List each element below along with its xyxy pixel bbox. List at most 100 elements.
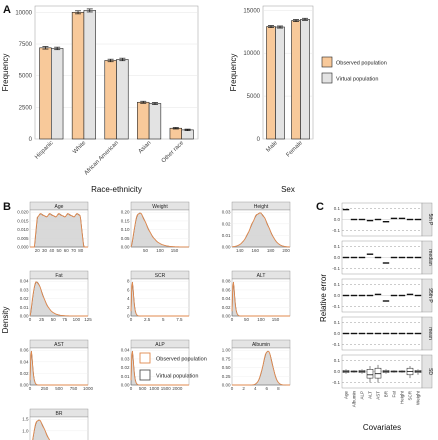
x-tick-label: 2000 <box>172 386 183 391</box>
observed-density-line <box>232 350 290 386</box>
y-tick-label: 0.06 <box>222 287 231 292</box>
y-tick-label: 0.00 <box>222 314 231 319</box>
panel-letter: C <box>316 201 324 213</box>
x-tick-label: African American <box>84 140 120 176</box>
x-tick-label: 140 <box>236 248 244 253</box>
x-tick-label: Weight <box>416 390 421 405</box>
observed-density-line <box>231 212 291 248</box>
observed-density-line <box>30 212 88 248</box>
legend-swatch <box>139 352 151 364</box>
y-tick-label: 5000 <box>247 94 261 100</box>
x-tick-label: Fat <box>392 390 397 397</box>
y-tick-label: 6 <box>127 287 130 292</box>
legend-swatch <box>321 72 333 84</box>
legend-label: Virtual population <box>156 374 198 380</box>
y-tick-label: 0.0 <box>334 293 341 298</box>
y-tick-label: 0.15 <box>121 218 130 223</box>
y-tick-label: 0.03 <box>222 210 231 215</box>
box <box>366 369 374 379</box>
y-tick-label: 0.08 <box>222 279 231 284</box>
x-tick-label: 20 <box>35 248 41 253</box>
x-tick-label: 200 <box>282 248 290 253</box>
y-tick-label: 15000 <box>243 8 260 14</box>
panel-strip-label: SD <box>427 368 433 375</box>
y-axis-title: Frequency <box>229 54 238 92</box>
density-panel-height: Height 0.00 0.01 0.02 0.03 140 160 180 200 <box>222 201 291 253</box>
x-tick-label: 40 <box>49 248 55 253</box>
observed-density-line <box>231 282 290 317</box>
x-tick-label: 8 <box>277 386 280 391</box>
bar <box>300 18 310 140</box>
legend-swatch <box>321 56 333 68</box>
x-tick-label: Female <box>286 140 305 159</box>
y-tick-label: 2 <box>127 305 130 310</box>
x-axis-title: Race-ethnicity <box>91 185 142 194</box>
x-tick-label: White <box>72 140 88 156</box>
panel-strip-label: AST <box>54 342 64 348</box>
virtual-density-area <box>30 213 88 248</box>
y-tick-label: 0.01 <box>20 305 29 310</box>
x-tick-label: 250 <box>41 386 49 391</box>
panel-strip-label: ALP <box>155 342 165 348</box>
y-tick-label: 0.0 <box>334 331 341 336</box>
x-tick-label: 80 <box>78 248 84 253</box>
y-tick-label: 10000 <box>243 51 260 57</box>
bar <box>291 20 301 140</box>
y-tick-label: 0.04 <box>20 279 29 284</box>
x-tick-label: 0 <box>130 317 133 322</box>
y-tick-label: 0.05 <box>121 236 130 241</box>
x-tick-label: Hispanic <box>34 140 55 161</box>
panel-strip-label: Albumin <box>252 342 270 348</box>
error-row-sd: SD -0.1 0.0 0.1 Age Albumin ALP ALT AST BR Fat Heig… <box>332 354 433 407</box>
y-tick-label: 0.25 <box>222 374 231 379</box>
bar <box>83 10 96 140</box>
y-tick-label: -0.1 <box>332 266 340 271</box>
density-panel-alp: ALP 0.00 0.01 0.02 0.03 0.04 0 500 1000 1500 2000 <box>121 339 190 391</box>
plot-area <box>29 347 89 386</box>
error-row-95th-p: 95th P -0.1 0.0 0.1 <box>332 278 433 313</box>
x-tick-label: 1500 <box>161 386 172 391</box>
y-tick-label: -0.1 <box>332 342 340 347</box>
density-panel-weight: Weight 0.00 0.05 0.10 0.15 0.20 50 100 150 <box>121 201 190 253</box>
x-tick-label: Asian <box>138 140 153 155</box>
x-tick-label: BR <box>384 390 389 397</box>
observed-density-line <box>29 281 88 317</box>
panel-strip-label: ALT <box>257 273 266 279</box>
panel-strip-label: Weight <box>152 204 168 210</box>
y-tick-label: 0.0 <box>334 255 341 260</box>
x-tick-label: 70 <box>71 248 77 253</box>
y-tick-label: 0.00 <box>121 245 130 250</box>
panel-strip-label: Height <box>254 204 269 210</box>
y-tick-label: 0.04 <box>20 359 29 364</box>
y-tick-label: 2500 <box>19 105 33 111</box>
bar <box>50 48 64 140</box>
y-tick-label: 0 <box>29 137 33 143</box>
x-tick-label: 25 <box>39 317 45 322</box>
x-tick-label: 100 <box>73 317 81 322</box>
plot-area <box>231 278 291 317</box>
x-tick-label: 150 <box>171 248 179 253</box>
x-tick-label: ALP <box>360 391 365 400</box>
x-tick-label: ALT <box>368 391 373 399</box>
panel-letter: A <box>3 4 11 16</box>
y-tick-label: 0.03 <box>121 356 130 361</box>
x-tick-label: 500 <box>55 386 63 391</box>
x-tick-label: 75 <box>62 317 68 322</box>
y-tick-label: -0.1 <box>332 380 340 385</box>
x-tick-label: Age <box>344 391 349 400</box>
x-tick-label: 100 <box>257 317 265 322</box>
y-tick-label: 0.00 <box>222 245 231 250</box>
y-tick-label: -0.1 <box>332 228 340 233</box>
panel-strip-label: 5th P <box>427 214 433 226</box>
x-tick-label: 6 <box>266 386 269 391</box>
density-panel-age: Age 0.000 0.005 0.010 0.015 0.020 20 30 40 50 60 70… <box>17 201 89 253</box>
y-tick-label: 0.75 <box>222 356 231 361</box>
panel-strip-label: Age <box>55 204 64 210</box>
x-tick-label: 4 <box>254 386 257 391</box>
bar <box>275 26 285 140</box>
x-tick-label: 0 <box>231 317 234 322</box>
y-axis-title: Relative error <box>319 274 328 322</box>
x-tick-label: 150 <box>272 317 280 322</box>
x-tick-label: Height <box>400 390 405 404</box>
x-tick-label: 50 <box>51 317 57 322</box>
